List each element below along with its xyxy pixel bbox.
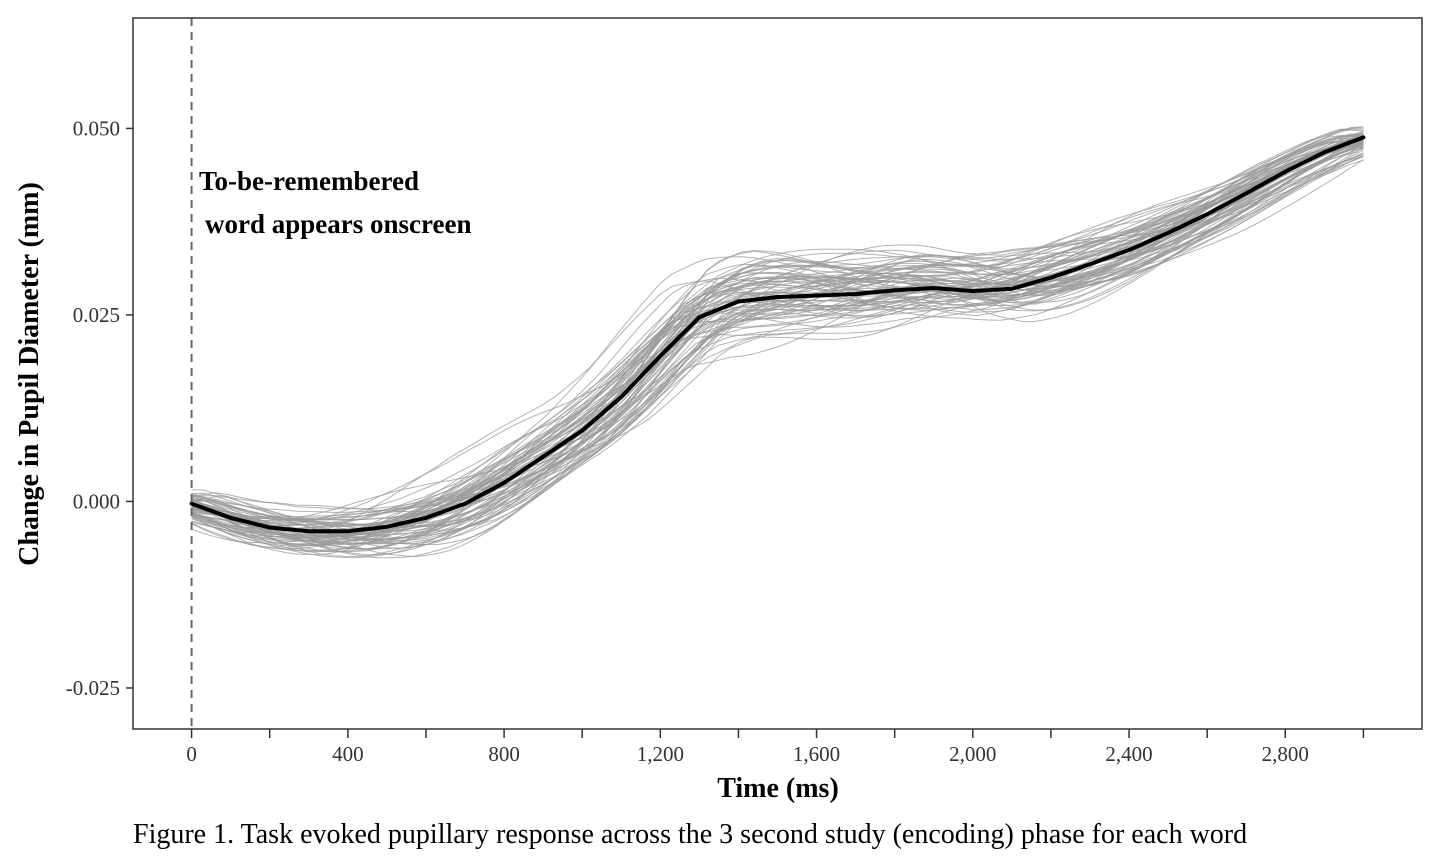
mean-curve-layer — [189, 135, 1366, 534]
x-tick-label: 0 — [186, 742, 197, 766]
word-curve-74 — [191, 147, 1364, 555]
y-tick-label: -0.025 — [66, 676, 120, 700]
individual-word-curves — [191, 126, 1364, 559]
word-curve-34 — [191, 138, 1364, 537]
annotation-line-2: word appears onscreen — [205, 209, 472, 239]
x-tick-label: 1,600 — [793, 742, 840, 766]
x-tick-label: 1,200 — [637, 742, 684, 766]
word-curve-69 — [191, 142, 1364, 539]
x-tick-label: 2,800 — [1262, 742, 1309, 766]
word-curve-67 — [191, 148, 1364, 553]
y-axis-title: Change in Pupil Diameter (mm) — [14, 182, 45, 566]
word-curve-28 — [191, 138, 1364, 542]
x-tick-label: 800 — [488, 742, 520, 766]
word-curve-80 — [191, 135, 1364, 521]
word-curve-60 — [191, 128, 1364, 521]
word-curve-78 — [191, 141, 1364, 540]
word-curve-31 — [191, 176, 1259, 522]
x-tick-label: 400 — [332, 742, 364, 766]
plot-background — [133, 18, 1422, 729]
plot-panel-border — [132, 17, 1423, 730]
mean-curve — [189, 135, 1366, 534]
x-axis-title: Time (ms) — [717, 773, 839, 804]
figure-caption: Figure 1. Task evoked pupillary response… — [133, 819, 1247, 850]
y-axis: -0.025 0.000 0.025 0.050 — [66, 116, 133, 700]
word-curve-64 — [191, 138, 1364, 526]
x-tick-label: 2,400 — [1105, 742, 1152, 766]
x-tick-label: 2,000 — [949, 742, 996, 766]
word-curve-37 — [387, 207, 1185, 528]
x-axis: 0 400 800 1,200 1,600 2,000 2,400 2,800 — [186, 729, 1365, 766]
word-curve-50 — [191, 156, 1364, 558]
annotation-line-1: To-be-remembered — [199, 166, 419, 196]
y-tick-label: 0.025 — [73, 303, 120, 327]
word-curve-76 — [191, 139, 1364, 537]
y-tick-label: 0.050 — [73, 116, 120, 140]
word-curve-44 — [191, 213, 1188, 545]
y-tick-label: 0.000 — [73, 489, 120, 513]
